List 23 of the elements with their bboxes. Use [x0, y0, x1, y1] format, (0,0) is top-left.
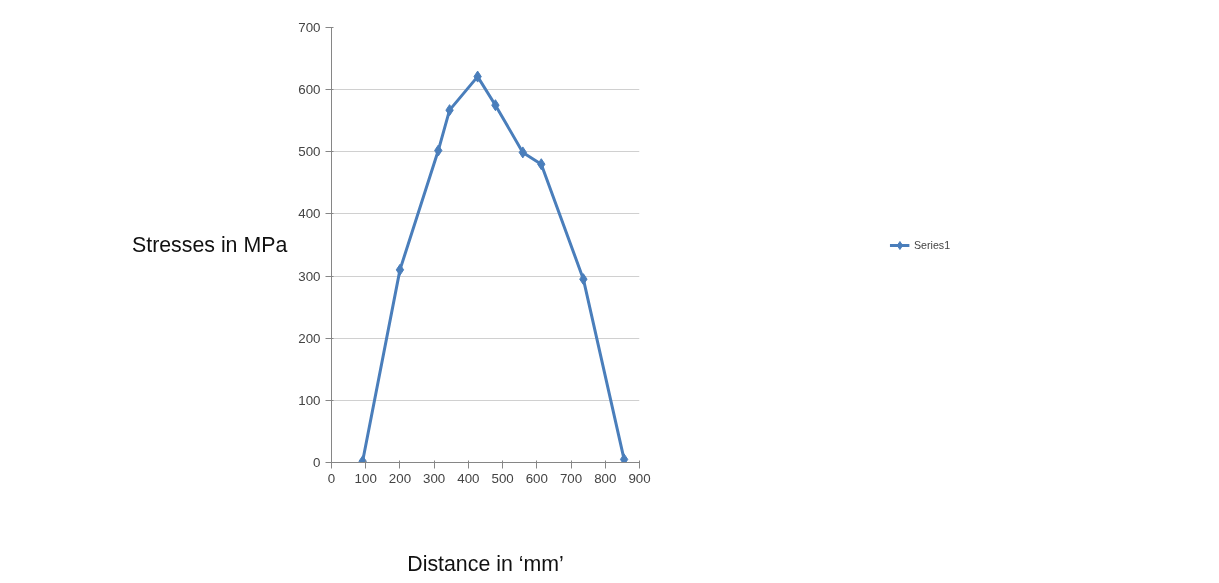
x-tick-label: 800 [594, 470, 617, 486]
x-tick-label: 0 [327, 470, 336, 486]
x-tick-label: 600 [525, 470, 548, 486]
y-tick-label: 500 [298, 144, 321, 160]
y-tick-label: 300 [298, 268, 321, 284]
y-tick-label: 0 [313, 455, 321, 470]
y-axis-title: Stresses in MPa [131, 233, 288, 257]
y-tick-label: 100 [298, 392, 321, 408]
y-tick-label: 400 [298, 206, 321, 222]
y-tick-label: 200 [298, 330, 321, 346]
point [395, 263, 405, 276]
x-axis-title: Distance in ‘mm’ [407, 551, 564, 576]
x-tick-label: 500 [491, 470, 514, 486]
legend-label: Series1 [913, 238, 951, 251]
y-tick-label: 700 [298, 20, 321, 35]
x-tick-label: 700 [559, 470, 583, 486]
point [619, 453, 629, 463]
y-tick-label: 600 [298, 82, 321, 98]
x-tick-label: 900 [628, 470, 651, 486]
x-tick-label: 300 [423, 470, 446, 486]
x-tick-label: 100 [354, 470, 377, 486]
x-tick-label: 400 [457, 470, 480, 486]
x-tick-label: 200 [388, 470, 412, 486]
